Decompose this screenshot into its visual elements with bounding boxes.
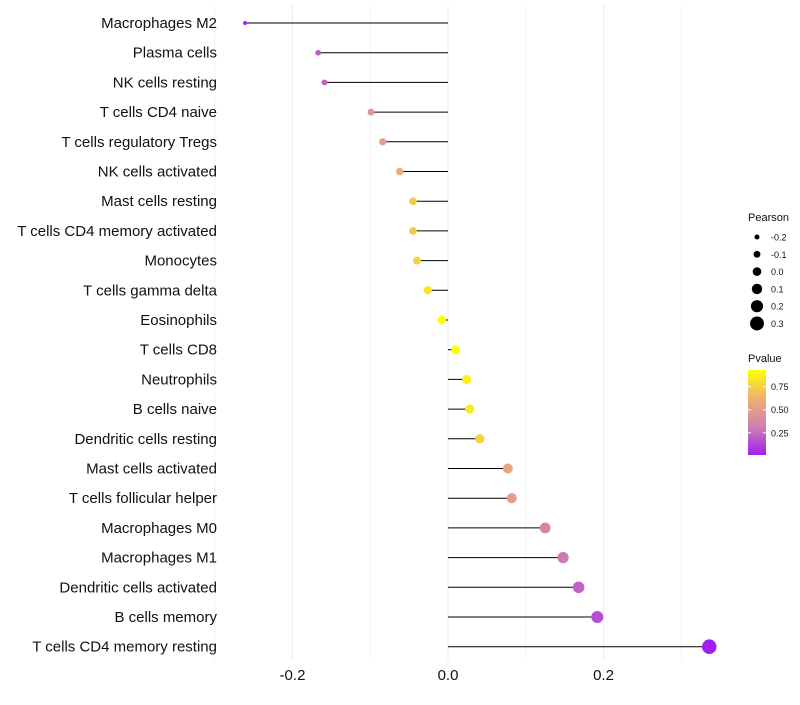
lollipop-point <box>367 108 375 116</box>
x-tick-label: -0.2 <box>280 667 306 684</box>
lollipop-point <box>409 227 417 235</box>
lollipop-point <box>591 611 604 623</box>
y-tick-label: Dendritic cells resting <box>74 431 217 448</box>
y-tick-label: T cells CD4 naive <box>100 104 217 121</box>
lollipop-point <box>451 345 461 355</box>
color-legend-bar <box>748 370 766 455</box>
size-legend-label: -0.2 <box>771 233 787 243</box>
y-tick-label: T cells regulatory Tregs <box>61 134 217 151</box>
lollipop-point <box>315 49 321 56</box>
color-legend-label: 0.50 <box>771 405 789 415</box>
y-tick-label: Macrophages M2 <box>101 15 217 32</box>
x-tick-label: 0.0 <box>438 667 459 684</box>
lollipop-point <box>462 374 472 384</box>
lollipop-point <box>475 434 485 444</box>
lollipop-point <box>465 404 475 414</box>
y-tick-label: Macrophages M1 <box>101 550 217 567</box>
y-tick-label: Mast cells resting <box>101 193 217 210</box>
lollipop-point <box>701 639 717 654</box>
x-tick-label: 0.2 <box>593 667 614 684</box>
y-tick-label: NK cells activated <box>98 164 217 181</box>
size-legend-key <box>752 267 762 276</box>
y-tick-label: Mast cells activated <box>86 461 217 478</box>
lollipop-point <box>396 167 404 176</box>
y-tick-label: B cells memory <box>114 609 217 626</box>
size-legend-label: -0.1 <box>771 250 787 260</box>
lollipop-point <box>557 551 569 564</box>
y-tick-label: T cells CD4 memory resting <box>32 639 217 656</box>
lollipop-point <box>412 256 421 265</box>
y-tick-label: Plasma cells <box>133 45 217 62</box>
lollipop-point <box>423 286 432 295</box>
color-legend-title: Pvalue <box>748 353 782 365</box>
y-tick-label: B cells naive <box>133 401 217 418</box>
size-legend-label: 0.3 <box>771 319 784 329</box>
lollipop-point <box>437 315 447 325</box>
lollipop-point <box>539 522 551 534</box>
size-legend-key <box>750 300 764 313</box>
lollipop-point <box>379 138 387 146</box>
y-tick-label: Macrophages M0 <box>101 520 217 537</box>
lollipop-point <box>572 581 585 594</box>
size-legend-label: 0.0 <box>771 267 784 277</box>
y-tick-label: Eosinophils <box>140 312 217 329</box>
lollipop-point <box>321 79 328 86</box>
lollipop-point <box>409 197 417 206</box>
y-tick-label: NK cells resting <box>113 74 217 91</box>
size-legend-label: 0.2 <box>771 302 784 312</box>
y-tick-label: T cells CD8 <box>140 342 217 359</box>
y-tick-label: T cells CD4 memory activated <box>17 223 217 240</box>
y-tick-label: Neutrophils <box>141 371 217 388</box>
y-tick-label: T cells gamma delta <box>83 282 218 299</box>
y-tick-label: T cells follicular helper <box>69 490 217 507</box>
color-legend-label: 0.75 <box>771 382 789 392</box>
lollipop-point <box>243 21 248 25</box>
size-legend-key <box>754 234 760 240</box>
lollipop-point <box>502 463 513 474</box>
color-legend-label: 0.25 <box>771 428 789 438</box>
size-legend-key <box>750 316 764 331</box>
y-tick-label: Dendritic cells activated <box>59 579 217 596</box>
size-legend-title: Pearson <box>748 212 789 224</box>
size-legend-label: 0.1 <box>771 284 784 294</box>
size-legend-key <box>751 283 763 295</box>
lollipop-point <box>506 493 517 504</box>
y-tick-label: Monocytes <box>144 253 217 270</box>
size-legend-key <box>753 250 761 258</box>
